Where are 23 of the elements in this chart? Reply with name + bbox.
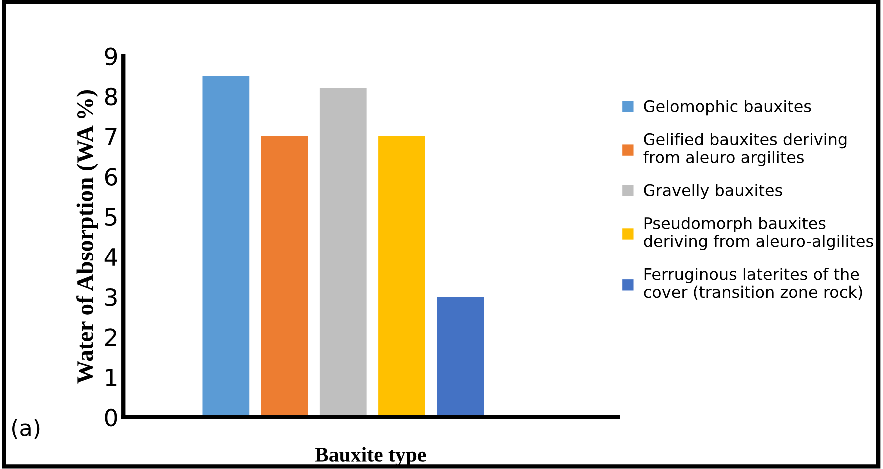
y-tick-label: 8 — [105, 88, 118, 106]
bar — [202, 76, 250, 418]
bar — [437, 297, 484, 418]
legend-label: Ferruginous laterites of the cover (transition zone rock) — [644, 268, 862, 300]
legend-label: Gravelly bauxites — [644, 184, 782, 200]
bar — [378, 136, 426, 418]
y-tick-label: 3 — [106, 288, 117, 306]
x-axis-title: Bauxite type — [315, 447, 426, 466]
legend-label: Gelified bauxites deriving from aleuro argilites — [644, 133, 847, 166]
legend-label: Gelomophic bauxites — [644, 100, 812, 116]
bar — [320, 88, 367, 418]
y-tick-label: 9 — [105, 48, 118, 66]
y-axis-title: Water of Absorption (WA %) — [76, 90, 98, 384]
text: (a) — [12, 419, 40, 440]
y-tick-label: 0 — [105, 408, 118, 427]
y-tick-label: 4 — [104, 248, 118, 266]
y-tick-label: 2 — [105, 328, 116, 346]
y-tick-label: 5 — [106, 208, 117, 226]
y-tick-label: 1 — [106, 369, 117, 386]
y-tick-label: 6 — [105, 168, 118, 186]
bar — [261, 136, 308, 418]
y-tick-label: 7 — [106, 128, 117, 146]
legend-label: Pseudomorph bauxites deriving from aleuro-algilites — [644, 217, 874, 250]
